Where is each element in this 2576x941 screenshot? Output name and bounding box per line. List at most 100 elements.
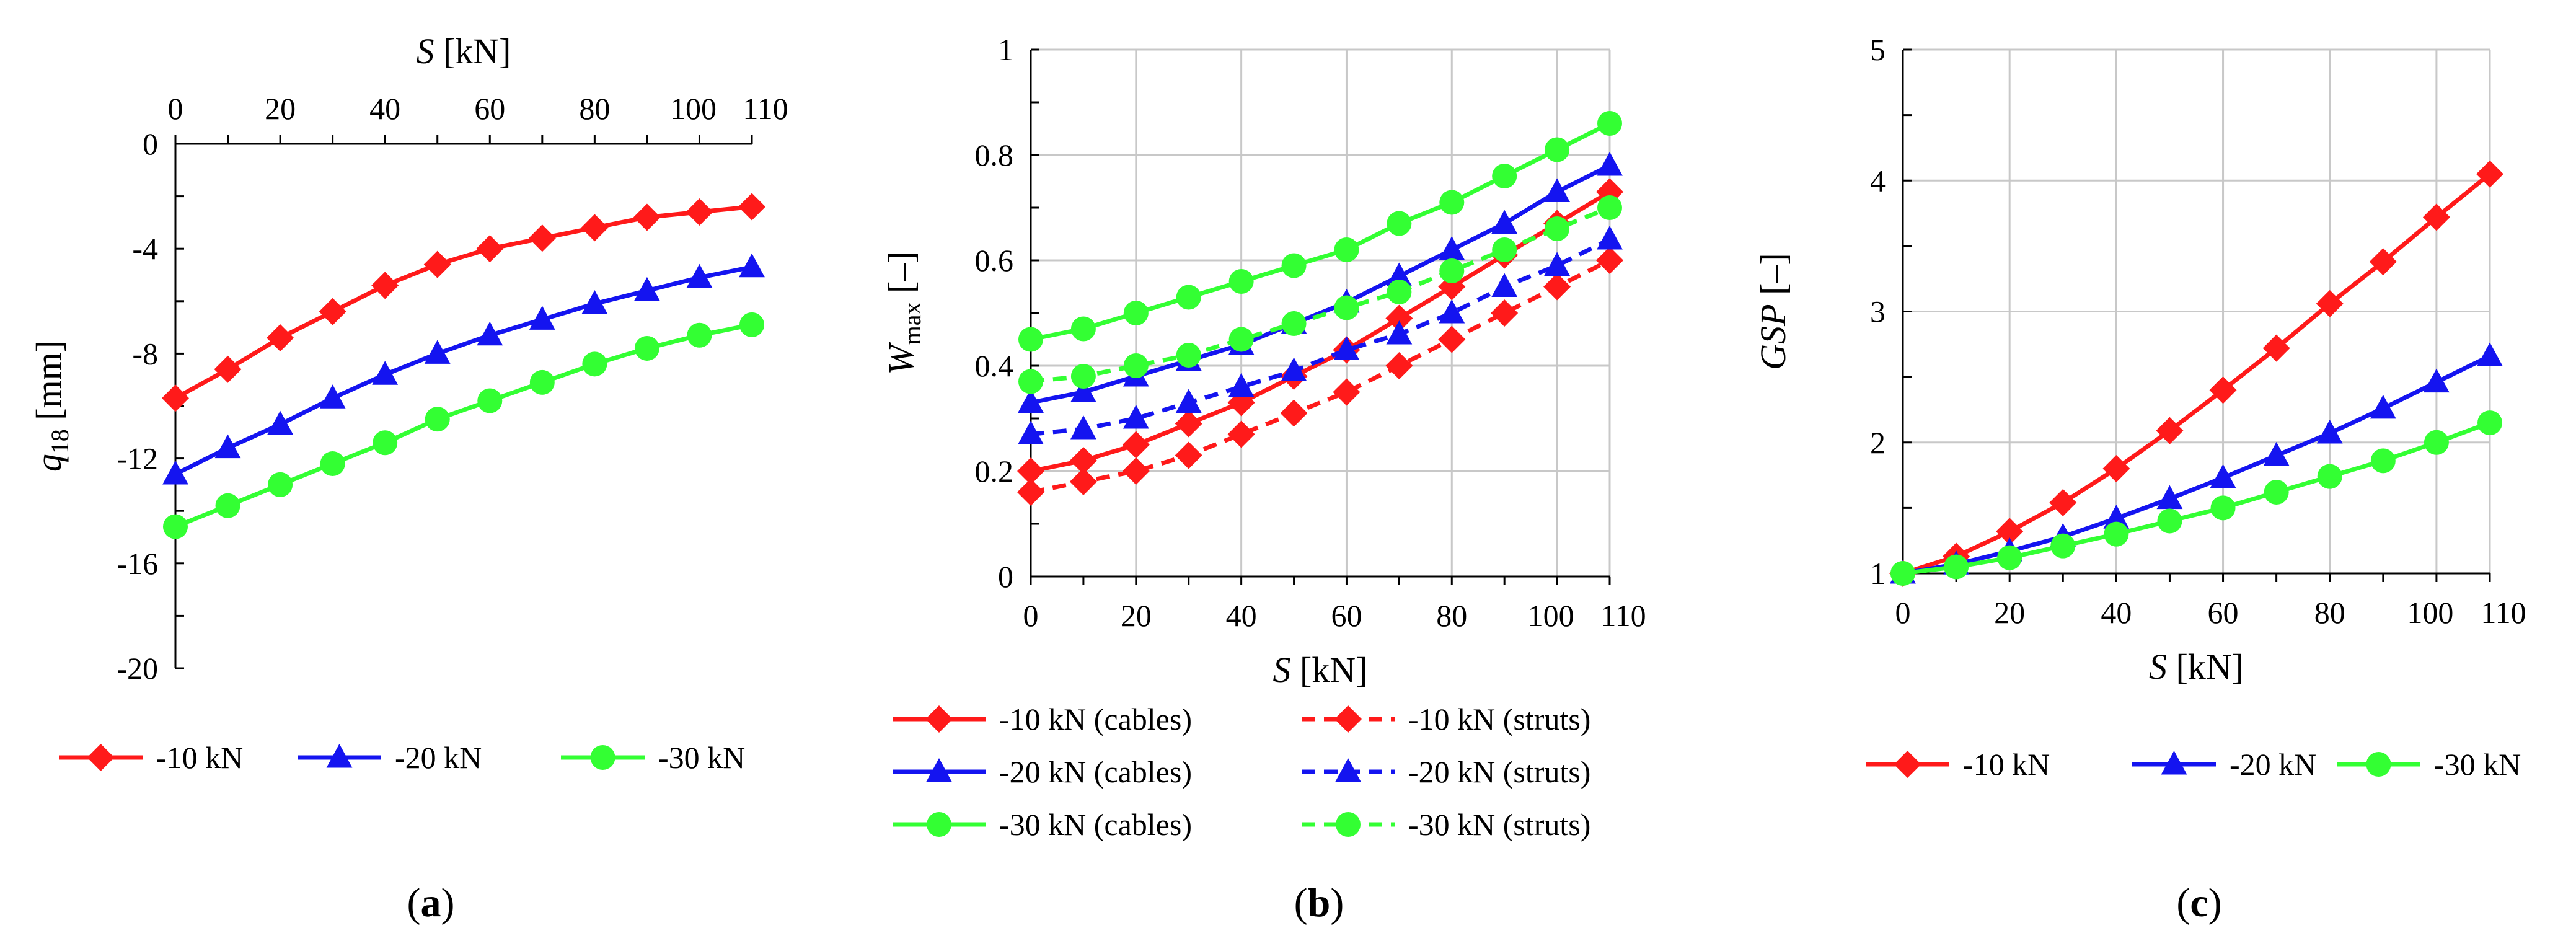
x-axis-title-var: S [416, 31, 434, 71]
data-point [477, 388, 503, 413]
legend-marker [926, 758, 952, 782]
data-point [1439, 190, 1465, 215]
y-tick-label: -16 [117, 546, 158, 581]
data-point [1333, 378, 1361, 406]
data-point [1997, 545, 2022, 570]
data-point [215, 493, 240, 518]
data-point [2264, 480, 2289, 505]
legend-marker [1336, 812, 1361, 837]
y-tick-label: 4 [1870, 163, 1886, 198]
panel-label-letter: c [2190, 880, 2208, 926]
data-point [529, 369, 555, 395]
data-point [1122, 457, 1150, 485]
data-point [268, 472, 293, 497]
data-point [1018, 389, 1044, 413]
legend-marker [927, 812, 951, 837]
legend-marker [87, 744, 115, 771]
y-tick-label: 3 [1870, 294, 1886, 329]
data-point [1070, 316, 1096, 342]
data-point [1281, 357, 1307, 381]
data-point [1280, 399, 1308, 427]
x-axis-title: S [kN] [1273, 650, 1367, 690]
legend-label: -20 kN [395, 740, 482, 775]
data-point [1017, 457, 1044, 485]
data-point [2104, 521, 2129, 547]
data-point [2370, 448, 2396, 474]
y-axis-title-var: W [881, 342, 921, 375]
data-point [319, 298, 346, 325]
legend-marker [1335, 758, 1361, 782]
data-point [1227, 420, 1255, 448]
legend-label: -20 kN (struts) [1408, 754, 1590, 789]
data-point [1385, 352, 1413, 379]
data-point [1545, 216, 1570, 241]
data-point [1176, 343, 1201, 368]
data-point [1123, 301, 1149, 325]
data-point [1492, 237, 1517, 262]
legend-label: -10 kN (cables) [999, 702, 1192, 736]
x-tick-label: 20 [1121, 598, 1152, 633]
data-point [1597, 195, 1622, 220]
data-point [1175, 389, 1202, 413]
data-point [1385, 304, 1413, 332]
y-tick-label: 0.4 [975, 348, 1014, 383]
data-point [1281, 253, 1307, 278]
legend-label: -20 kN (cables) [999, 754, 1192, 789]
x-tick-label: 0 [1895, 595, 1911, 630]
data-point [582, 351, 607, 377]
x-tick-label: 40 [369, 91, 400, 126]
x-tick-label: 0 [168, 91, 183, 126]
data-point [1439, 236, 1465, 260]
data-point [2103, 505, 2130, 529]
data-point [634, 335, 659, 361]
data-point [1175, 441, 1202, 469]
x-tick-label: 110 [1600, 598, 1646, 633]
y-axis-title-unit: [mm] [29, 340, 69, 429]
data-point [1544, 178, 1570, 202]
series-b-3 [1018, 226, 1623, 444]
legend: -10 kN -20 kN -30 kN [1866, 747, 2521, 782]
data-point [267, 324, 294, 352]
data-point [739, 253, 765, 278]
panel-label-open: ( [2176, 880, 2190, 926]
x-tick-label: 80 [1436, 598, 1467, 633]
data-point [320, 451, 345, 477]
legend-label: -30 kN [2434, 747, 2521, 782]
data-point [1281, 311, 1307, 336]
legend-label: -30 kN (cables) [999, 807, 1192, 842]
y-axis-title: Wmax [–] [881, 251, 926, 374]
panel-label: (c) [2176, 880, 2221, 926]
data-point [1018, 420, 1044, 444]
data-point [1439, 258, 1465, 283]
data-point [373, 430, 398, 456]
data-point [529, 306, 555, 330]
data-point [2156, 485, 2183, 510]
chart-panel-b: 0 20 40 60 80 100 110 0 0.2 0.4 0.6 0.8 1 S [kN] Wmax … [881, 32, 1646, 926]
data-point [1439, 299, 1465, 324]
data-point [1228, 373, 1255, 397]
data-point [1387, 211, 1412, 236]
data-point [581, 290, 608, 314]
series-line [1030, 190, 1611, 474]
y-axis-title-unit: [–] [881, 251, 921, 302]
data-point [2209, 376, 2237, 404]
x-tick-label: 100 [1528, 598, 1574, 633]
data-point [1017, 479, 1044, 506]
legend-marker [326, 744, 353, 768]
series-b-5 [1018, 195, 1622, 394]
x-tick-label: 60 [1331, 598, 1362, 633]
series-line [174, 205, 752, 400]
data-point [2210, 495, 2236, 521]
data-point [2422, 203, 2450, 231]
x-tick-label: 100 [2407, 595, 2453, 630]
y-tick-label: 5 [1870, 32, 1886, 67]
data-point [2369, 248, 2397, 276]
y-axis-title: GSP [–] [1753, 253, 1793, 369]
y-tick-label: 0 [143, 126, 158, 161]
data-point [1333, 336, 1360, 360]
x-tick-label: 40 [2101, 595, 2132, 630]
data-point [163, 514, 188, 539]
data-point [2050, 533, 2076, 559]
chart-panel-a: 0 20 40 60 80 100 110 0 -4 -8 -12 -16 -20 S [kN] q18 [… [29, 31, 788, 926]
